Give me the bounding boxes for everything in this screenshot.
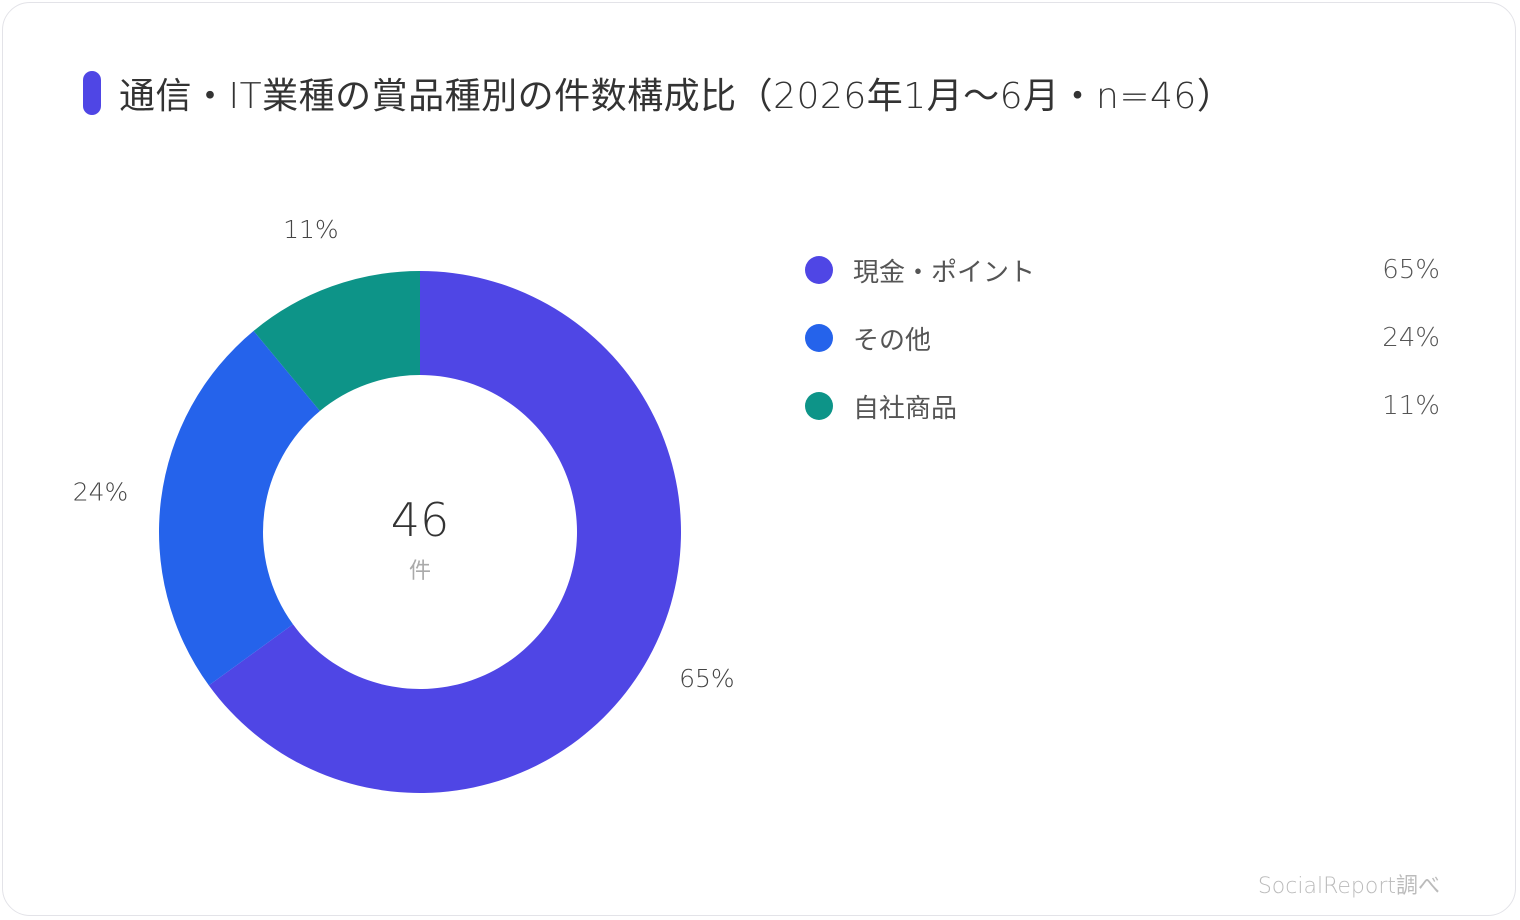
legend-value-1: 65%: [1382, 255, 1440, 285]
center-unit: 件: [409, 559, 431, 584]
legend-swatch-1: [805, 256, 833, 284]
slice-label-3: 11%: [283, 215, 339, 244]
donut-slice-3: [253, 271, 420, 412]
legend-item-3: 自社商品 11%: [805, 372, 1440, 440]
legend-value-3: 11%: [1382, 391, 1440, 421]
title-row: 通信・IT業種の賞品種別の件数構成比（2026年1月〜6月・n=46）: [83, 65, 1233, 121]
donut-slice-1: [208, 271, 681, 793]
donut-slice-2: [159, 330, 320, 686]
donut-slices: [159, 271, 681, 793]
source-note: SocialReport調べ: [1257, 874, 1440, 899]
legend-item-2: その他 24%: [805, 304, 1440, 372]
legend: 現金・ポイント 65% その他 24% 自社商品 11%: [805, 236, 1440, 440]
legend-label-2: その他: [853, 325, 932, 356]
legend-value-2: 24%: [1382, 323, 1440, 353]
slice-label-2: 24%: [73, 478, 129, 507]
chart-title: 通信・IT業種の賞品種別の件数構成比（2026年1月〜6月・n=46）: [119, 76, 1234, 117]
center-total: 46: [391, 493, 450, 547]
legend-label-3: 自社商品: [853, 393, 958, 424]
legend-item-1: 現金・ポイント 65%: [805, 236, 1440, 304]
slice-labels: 65% 24% 11%: [73, 215, 735, 693]
legend-swatch-2: [805, 324, 833, 352]
legend-label-1: 現金・ポイント: [853, 257, 1036, 288]
slice-label-1: 65%: [679, 664, 735, 693]
title-marker: [83, 71, 101, 115]
legend-swatch-3: [805, 392, 833, 420]
